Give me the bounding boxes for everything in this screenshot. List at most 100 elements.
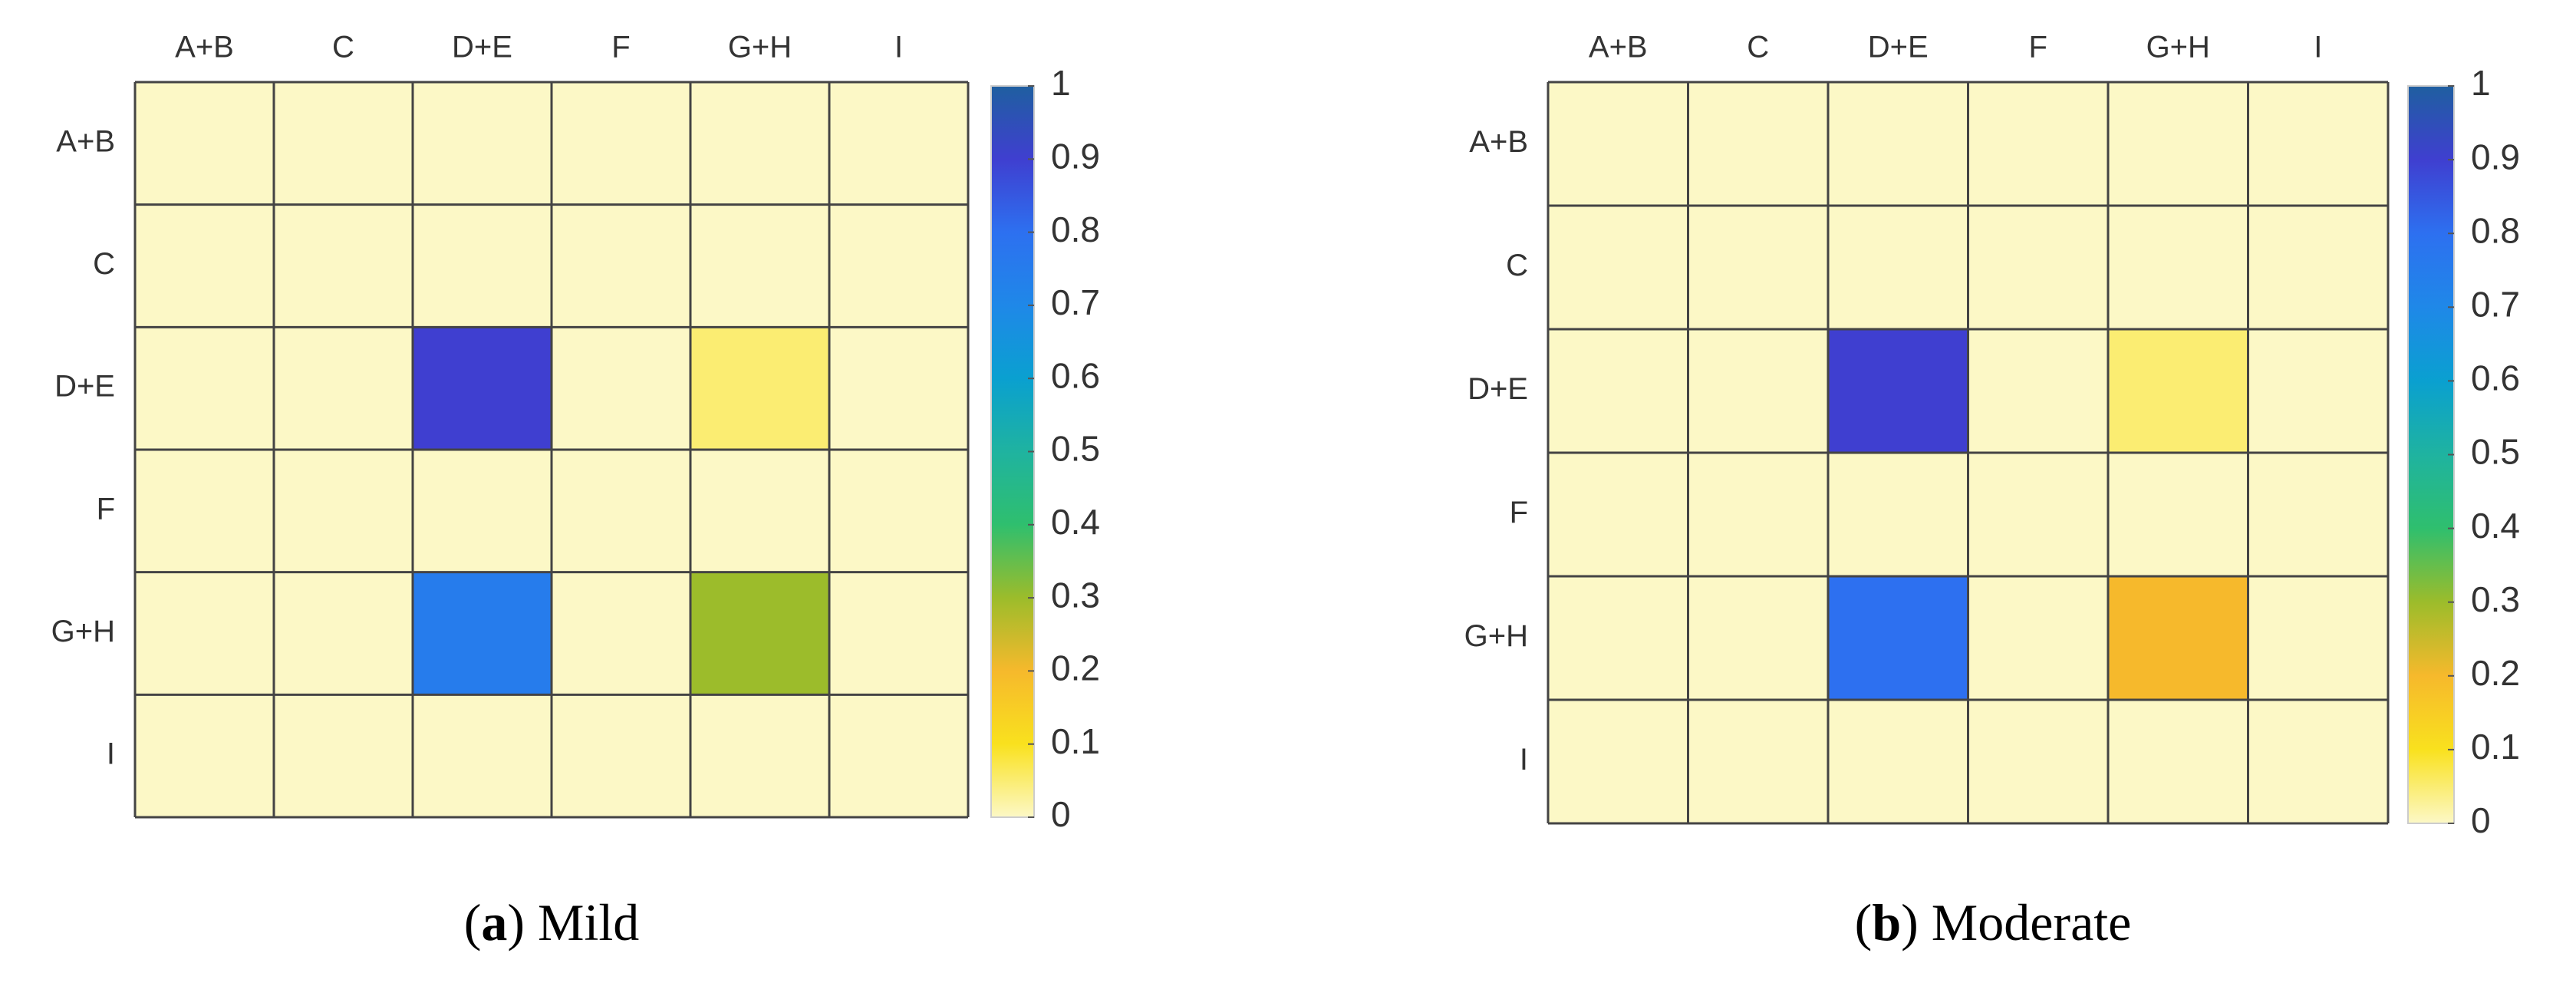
- y-tick-label: G+H: [1464, 619, 1528, 653]
- caption-part: a: [481, 893, 507, 951]
- colorbar-tick-label: 0.6: [1051, 355, 1100, 395]
- heatmap-cell: [135, 450, 275, 573]
- heatmap-cell: [2108, 82, 2248, 206]
- heatmap-cell: [690, 572, 830, 695]
- colorbar-tick-label: 0.8: [2471, 210, 2520, 250]
- colorbar-tick-label: 0.8: [1051, 209, 1100, 249]
- caption-part: ) Moderate: [1901, 893, 2131, 951]
- x-tick-label: A+B: [175, 31, 234, 64]
- heatmap-cell: [552, 204, 691, 328]
- heatmap-cell: [274, 572, 413, 695]
- heatmap-cell: [135, 572, 275, 695]
- caption-part: (: [1855, 893, 1873, 951]
- heatmap-cell: [135, 204, 275, 328]
- heatmap-cell: [413, 572, 552, 695]
- colorbar-tick-label: 0.9: [1051, 136, 1100, 176]
- heatmap-cell: [2108, 329, 2248, 453]
- heatmap-cell: [1688, 82, 1829, 206]
- colorbar-tick-label: 0.3: [2471, 579, 2520, 619]
- y-tick-label: I: [1520, 743, 1528, 777]
- heatmap-cell: [1828, 700, 1968, 824]
- x-tick-label: D+E: [452, 31, 512, 64]
- heatmap-cell: [1968, 700, 2109, 824]
- heatmap-cell: [1688, 700, 1829, 824]
- colorbar-tick-label: 0.1: [2471, 727, 2520, 767]
- heatmap-cell: [1548, 206, 1688, 330]
- heatmap-cell: [2248, 576, 2389, 701]
- colorbar-tick-label: 0.4: [1051, 502, 1100, 542]
- x-tick-label: F: [611, 31, 630, 64]
- heatmap-cell: [829, 327, 969, 450]
- heatmap-cell: [1548, 453, 1688, 577]
- y-tick-label: D+E: [1468, 372, 1528, 406]
- heatmap-cell: [413, 327, 552, 450]
- heatmap-cell: [413, 450, 552, 573]
- colorbar-tick-label: 0.9: [2471, 137, 2520, 176]
- heatmap-cell: [690, 694, 830, 818]
- caption: (a) Mild: [464, 893, 640, 951]
- colorbar-tick-label: 0: [1051, 794, 1071, 834]
- heatmap-cell: [1828, 576, 1968, 701]
- heatmap-cell: [413, 694, 552, 818]
- heatmap-cell: [552, 327, 691, 450]
- colorbar-tick-label: 0.7: [2471, 284, 2520, 324]
- heatmap-cell: [1688, 329, 1829, 453]
- heatmap-cell: [135, 694, 275, 818]
- y-tick-label: C: [93, 247, 115, 281]
- heatmap-cell: [829, 82, 969, 206]
- heatmap-cell: [274, 204, 413, 328]
- heatmap-cell: [829, 572, 969, 695]
- colorbar-tick-label: 0.2: [1051, 648, 1100, 688]
- heatmap-cell: [413, 82, 552, 206]
- heatmap-cell: [135, 82, 275, 206]
- heatmap-cell: [2248, 700, 2389, 824]
- y-tick-label: D+E: [54, 370, 115, 404]
- colorbar-tick-label: 0.5: [2471, 432, 2520, 472]
- heatmap-cell: [1548, 329, 1688, 453]
- heatmap-cell: [2108, 453, 2248, 577]
- heatmap-cell: [274, 694, 413, 818]
- heatmap-cell: [1828, 206, 1968, 330]
- heatmap-cell: [1828, 329, 1968, 453]
- heatmap-cell: [829, 694, 969, 818]
- x-tick-label: A+B: [1589, 31, 1648, 64]
- heatmap-cell: [1688, 453, 1829, 577]
- heatmap-cell: [552, 572, 691, 695]
- colorbar-tick-label: 0.1: [1051, 721, 1100, 761]
- x-tick-label: I: [2314, 31, 2322, 64]
- caption-part: b: [1872, 893, 1901, 951]
- heatmap-cell: [135, 327, 275, 450]
- heatmap-cell: [413, 204, 552, 328]
- x-tick-label: F: [2029, 31, 2047, 64]
- caption: (b) Moderate: [1855, 893, 2132, 951]
- x-tick-label: G+H: [728, 31, 792, 64]
- y-tick-label: G+H: [51, 615, 115, 648]
- colorbar-tick-label: 1: [1051, 63, 1071, 103]
- heatmap-cell: [1968, 82, 2109, 206]
- colorbar-tick-label: 0.2: [2471, 653, 2520, 693]
- colorbar-tick-label: 0: [2471, 800, 2491, 840]
- y-tick-label: A+B: [56, 124, 115, 158]
- y-tick-label: F: [97, 492, 115, 526]
- x-tick-label: C: [332, 31, 354, 64]
- heatmap-cell: [1688, 206, 1829, 330]
- heatmap-cell: [552, 450, 691, 573]
- heatmap-cell: [829, 450, 969, 573]
- heatmap-cell: [690, 450, 830, 573]
- heatmap-cell: [2108, 576, 2248, 701]
- heatmap-cell: [1828, 82, 1968, 206]
- y-tick-label: A+B: [1469, 125, 1528, 159]
- heatmap-cell: [1968, 206, 2109, 330]
- heatmap-cell: [1548, 576, 1688, 701]
- x-tick-label: G+H: [2146, 31, 2210, 64]
- heatmap-cell: [274, 450, 413, 573]
- heatmap-cell: [2108, 206, 2248, 330]
- heatmap-cell: [2248, 453, 2389, 577]
- heatmap-cell: [2248, 329, 2389, 453]
- colorbar-tick-label: 0.7: [1051, 282, 1100, 322]
- caption-part: ) Mild: [507, 893, 639, 951]
- heatmap-cell: [552, 694, 691, 818]
- colorbar: [990, 85, 1035, 818]
- heatmap-cell: [690, 327, 830, 450]
